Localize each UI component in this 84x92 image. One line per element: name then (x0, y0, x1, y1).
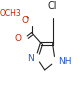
Text: O: O (22, 16, 29, 25)
Text: O: O (15, 34, 22, 43)
Text: N: N (27, 54, 34, 63)
Text: NH: NH (58, 57, 71, 66)
Text: OCH3: OCH3 (0, 9, 22, 18)
Text: Cl: Cl (48, 1, 57, 11)
